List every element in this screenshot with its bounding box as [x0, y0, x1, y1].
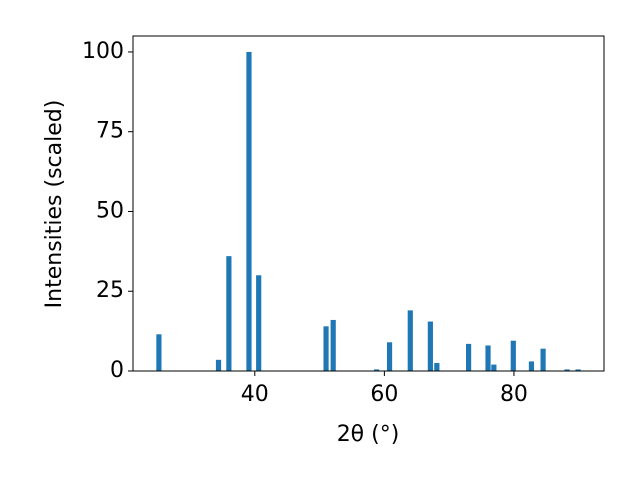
y-tick-label: 0	[110, 358, 124, 383]
bar	[491, 364, 497, 371]
bar	[156, 334, 162, 371]
bar	[510, 340, 516, 371]
bar	[528, 361, 535, 371]
bar	[374, 369, 380, 371]
bar	[330, 319, 336, 371]
bar	[575, 369, 581, 371]
bar	[466, 343, 472, 371]
bar	[434, 363, 440, 371]
y-axis-label: Intensities (scaled)	[42, 100, 67, 309]
bar	[246, 51, 252, 371]
x-tick-label: 60	[370, 382, 398, 407]
bar	[323, 326, 329, 371]
x-axis-label: 2θ (°)	[337, 422, 400, 447]
bar	[386, 342, 393, 371]
y-tick-label: 75	[96, 119, 124, 144]
bar	[427, 321, 433, 371]
y-tick-label: 50	[96, 198, 124, 223]
bar	[226, 256, 232, 371]
bar	[256, 275, 262, 371]
y-tick-label: 25	[96, 278, 124, 303]
y-tick-label: 100	[82, 39, 124, 64]
bar	[485, 345, 491, 371]
x-tick-label: 80	[500, 382, 528, 407]
x-tick-label: 40	[241, 382, 269, 407]
bar	[407, 310, 413, 371]
bar	[564, 369, 570, 371]
plot-frame	[132, 35, 605, 372]
bar	[215, 359, 222, 371]
bar	[540, 348, 546, 371]
